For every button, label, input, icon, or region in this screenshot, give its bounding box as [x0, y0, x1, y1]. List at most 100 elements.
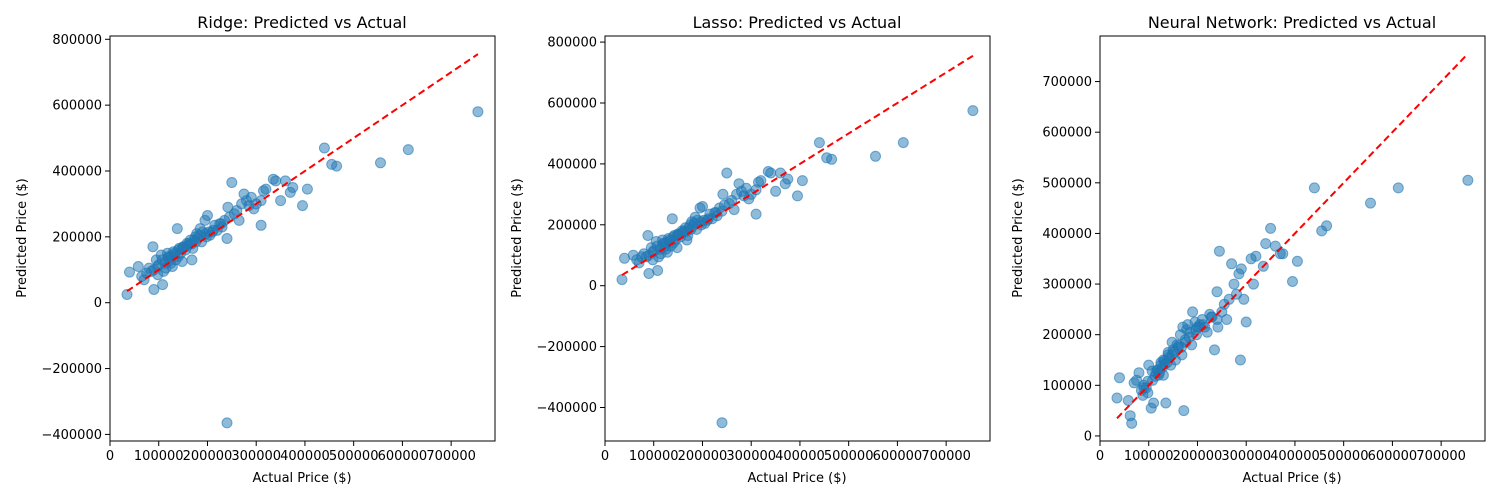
ridge-data-point: [270, 175, 282, 187]
ridge-x-tick-label: 500000: [329, 449, 379, 464]
lasso-y-tick-label: 400000: [547, 157, 597, 172]
ridge-axes-frame: [109, 35, 496, 442]
ridge-data-point: [186, 254, 198, 266]
lasso-y-tick-label: 200000: [547, 218, 597, 233]
ridge-x-tick-label: 600000: [378, 449, 428, 464]
neural-network-data-point: [1287, 276, 1298, 287]
ridge-data-point: [221, 417, 233, 429]
neural-network-data-point: [1235, 263, 1247, 275]
ridge-y-tick-label: −400000: [41, 428, 102, 443]
ridge-data-point: [202, 210, 213, 221]
neural-network-y-tick-label: 500000: [1042, 176, 1092, 191]
lasso-y-axis-label: Predicted Price ($): [510, 178, 525, 297]
neural-network-x-tick-label: 600000: [1368, 449, 1418, 464]
lasso-data-point: [652, 265, 664, 276]
neural-network-data-point: [1114, 372, 1125, 384]
neural-network-y-tick-label: 600000: [1042, 126, 1092, 141]
ridge-y-tick-label: 600000: [52, 99, 102, 114]
neural-network-data-point: [1111, 392, 1123, 404]
lasso-data-point: [666, 213, 678, 225]
neural-network-x-tick-label: 700000: [1416, 449, 1466, 464]
neural-network-x-tick-label: 300000: [1221, 449, 1271, 464]
lasso-x-tick-label: 100000: [629, 449, 679, 464]
neural-network-data-point: [1205, 311, 1217, 323]
neural-network-x-tick-label: 100000: [1124, 449, 1174, 464]
neural-network-data-point: [1160, 397, 1172, 409]
ridge-data-point: [171, 223, 183, 235]
ridge-data-point: [472, 106, 484, 118]
lasso-data-point: [728, 204, 740, 216]
ridge-x-tick-label: 300000: [231, 449, 281, 464]
lasso-y-tick-label: 0: [589, 279, 597, 294]
ridge-x-axis-label: Actual Price ($): [252, 471, 351, 486]
ridge-data-point: [260, 183, 272, 195]
neural-network-data-point: [1291, 255, 1303, 267]
neural-network-data-point: [1168, 346, 1180, 358]
neural-network-y-tick-label: 200000: [1042, 328, 1092, 343]
ridge-data-point: [124, 266, 135, 278]
lasso-data-point: [721, 167, 733, 179]
lasso-data-point: [870, 150, 881, 162]
neural-network-data-point: [1260, 238, 1272, 250]
lasso-data-point: [782, 173, 794, 185]
ridge-chart-title: Ridge: Predicted vs Actual: [197, 13, 406, 32]
neural-network-panel: Neural Network: Predicted vs Actual 0 100…: [1011, 13, 1486, 486]
lasso-data-point: [717, 188, 729, 200]
neural-network-data-point: [1240, 316, 1252, 328]
ridge-data-point: [132, 261, 144, 272]
lasso-data-point: [616, 274, 628, 286]
ridge-y-tick-label: 400000: [52, 165, 102, 180]
ridge-data-point: [331, 160, 343, 172]
ridge-x-tick-label: 0: [106, 449, 114, 464]
neural-network-data-point: [1223, 293, 1235, 305]
lasso-reference-line: [621, 54, 974, 276]
lasso-data-point: [755, 175, 767, 187]
neural-network-y-tick-label: 300000: [1042, 278, 1092, 293]
neural-network-data-point: [1250, 250, 1262, 262]
lasso-data-point: [792, 190, 803, 202]
neural-network-data-point: [1321, 220, 1333, 232]
neural-network-data-point: [1213, 245, 1225, 257]
ridge-data-point: [121, 289, 133, 300]
neural-network-x-axis-label: Actual Price ($): [1242, 471, 1341, 486]
lasso-data-point: [897, 137, 909, 149]
neural-network-y-tick-label: 400000: [1042, 227, 1092, 242]
neural-network-data-point: [1187, 306, 1199, 318]
neural-network-data-point: [1221, 314, 1233, 325]
ridge-data-point: [375, 157, 386, 169]
ridge-y-axis-label: Predicted Price ($): [15, 178, 30, 297]
ridge-x-tick-label: 700000: [426, 449, 476, 464]
neural-network-data-point: [1238, 293, 1250, 305]
neural-network-axes-frame: [1099, 35, 1486, 442]
neural-network-x-tick-label: 400000: [1270, 449, 1320, 464]
ridge-y-tick-label: 200000: [52, 230, 102, 245]
neural-network-data-point: [1148, 397, 1160, 409]
ridge-y-tick-label: 0: [94, 296, 102, 311]
neural-network-data-point: [1209, 344, 1220, 356]
neural-network-data-point: [1277, 248, 1289, 260]
lasso-data-point: [770, 185, 782, 197]
ridge-data-point: [221, 233, 233, 244]
ridge-y-tick-label: −200000: [41, 362, 102, 377]
ridge-x-tick-label: 100000: [134, 449, 184, 464]
lasso-data-point: [813, 137, 825, 149]
neural-network-data-point: [1392, 182, 1404, 194]
lasso-data-point: [671, 242, 683, 254]
neural-network-data-point: [1178, 405, 1190, 417]
ridge-plot-area: 0 100000 200000 300000 400000 500000 600000 700…: [41, 33, 496, 464]
ridge-data-point: [301, 183, 313, 195]
neural-network-data-point: [1269, 240, 1281, 252]
lasso-x-tick-label: 600000: [873, 449, 923, 464]
lasso-x-tick-label: 200000: [678, 449, 728, 464]
neural-network-data-point: [1211, 286, 1223, 298]
ridge-data-point: [148, 284, 160, 295]
neural-network-data-point: [1133, 367, 1145, 379]
ridge-data-point: [147, 241, 159, 253]
ridge-data-point: [233, 214, 245, 226]
lasso-x-tick-label: 0: [601, 449, 609, 464]
lasso-y-tick-label: 800000: [547, 36, 597, 51]
lasso-y-tick-label: 600000: [547, 96, 597, 111]
neural-network-chart-title: Neural Network: Predicted vs Actual: [1148, 13, 1436, 32]
lasso-data-point: [642, 230, 654, 241]
